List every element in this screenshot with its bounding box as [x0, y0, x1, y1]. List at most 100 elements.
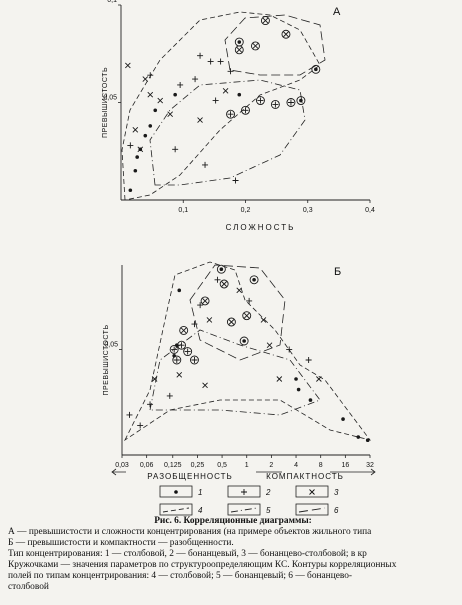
marker-part [172, 146, 179, 153]
marker-part [172, 355, 182, 365]
legend-box [227, 503, 261, 516]
x-tick-label: 0,03 [115, 462, 129, 469]
point [202, 382, 208, 389]
point [172, 146, 179, 153]
point [151, 376, 158, 382]
point [270, 99, 280, 109]
marker-part [207, 58, 214, 65]
marker-part [179, 325, 189, 335]
caption-lines: А — превышистости и сложности концентрир… [0, 527, 462, 593]
legend-box [159, 503, 193, 516]
point [147, 72, 154, 79]
point [237, 92, 242, 97]
point [249, 275, 259, 285]
point [190, 355, 199, 365]
y-tick-label: 0,1 [107, 0, 117, 4]
marker-part [137, 422, 144, 429]
x-axis-title: КОМПАКТНОСТЬ [266, 472, 344, 481]
x-tick-label: 32 [366, 462, 374, 469]
legend-label: 4 [198, 506, 203, 515]
marker-part [147, 72, 154, 79]
marker-part [183, 347, 193, 357]
point [206, 317, 213, 323]
marker-part [314, 67, 318, 72]
marker-part [202, 382, 208, 389]
point [217, 58, 224, 65]
marker-part [311, 64, 321, 74]
marker-part [236, 47, 243, 53]
marker-part [260, 317, 267, 323]
axis-arrows [111, 468, 376, 476]
point [167, 111, 173, 118]
y-axis-title: ПРЕВЫШИСТОСТЬ [103, 324, 110, 395]
point [246, 297, 253, 304]
legend-box [227, 485, 261, 498]
marker-part [249, 275, 259, 285]
point [137, 422, 144, 429]
marker-part [214, 276, 221, 283]
x-tick-label: 0,1 [178, 207, 188, 214]
marker-part [180, 327, 187, 334]
marker-part [148, 124, 153, 128]
marker-part [222, 87, 229, 94]
contour [224, 14, 326, 76]
point [166, 392, 173, 399]
marker-part [316, 376, 322, 382]
marker-part [192, 76, 199, 83]
marker-part [251, 41, 260, 51]
marker-part [221, 281, 227, 287]
marker-part [296, 96, 306, 106]
marker-part [299, 98, 303, 103]
marker-part [143, 133, 148, 138]
point [236, 287, 243, 294]
point [183, 347, 193, 357]
marker-part [157, 97, 164, 104]
point [311, 64, 321, 74]
marker-part [173, 92, 177, 97]
marker-part [237, 40, 242, 44]
point [356, 435, 361, 439]
legend-label: 6 [334, 506, 339, 515]
legend-line [162, 507, 190, 513]
marker-part [246, 297, 253, 304]
marker-part [132, 126, 139, 133]
marker-part [184, 348, 191, 355]
legend-box [159, 485, 193, 498]
marker-part [126, 411, 133, 418]
marker-part [257, 97, 264, 104]
marker-part [147, 401, 154, 408]
point [142, 76, 149, 82]
marker-part [236, 287, 243, 294]
marker-part [171, 346, 178, 353]
marker-part [191, 357, 198, 363]
point [227, 68, 234, 75]
point [232, 177, 239, 184]
x-tick-label: 1 [245, 462, 249, 469]
marker-part [174, 490, 178, 494]
marker-part [241, 105, 250, 115]
marker-part [125, 62, 131, 69]
marker-part [227, 68, 234, 75]
marker-part [281, 29, 291, 39]
marker-part [167, 111, 173, 118]
y-tick-label: 0,05 [104, 341, 118, 348]
marker-part [356, 435, 361, 439]
point [132, 126, 139, 133]
marker-part [242, 107, 249, 114]
x-tick-label: 8 [319, 462, 323, 469]
marker-part [219, 279, 229, 289]
marker-part [296, 387, 301, 392]
contour [149, 329, 321, 416]
marker-part [176, 371, 183, 378]
point [281, 29, 291, 39]
marker-part [197, 302, 204, 309]
point [147, 401, 154, 408]
marker-part [287, 99, 294, 106]
point [305, 357, 312, 363]
caption-line: Б — превышистости и компактности — разоб… [8, 538, 234, 548]
legend-line [230, 507, 258, 513]
point [207, 58, 214, 65]
marker-part [128, 188, 133, 193]
contour [189, 264, 286, 361]
